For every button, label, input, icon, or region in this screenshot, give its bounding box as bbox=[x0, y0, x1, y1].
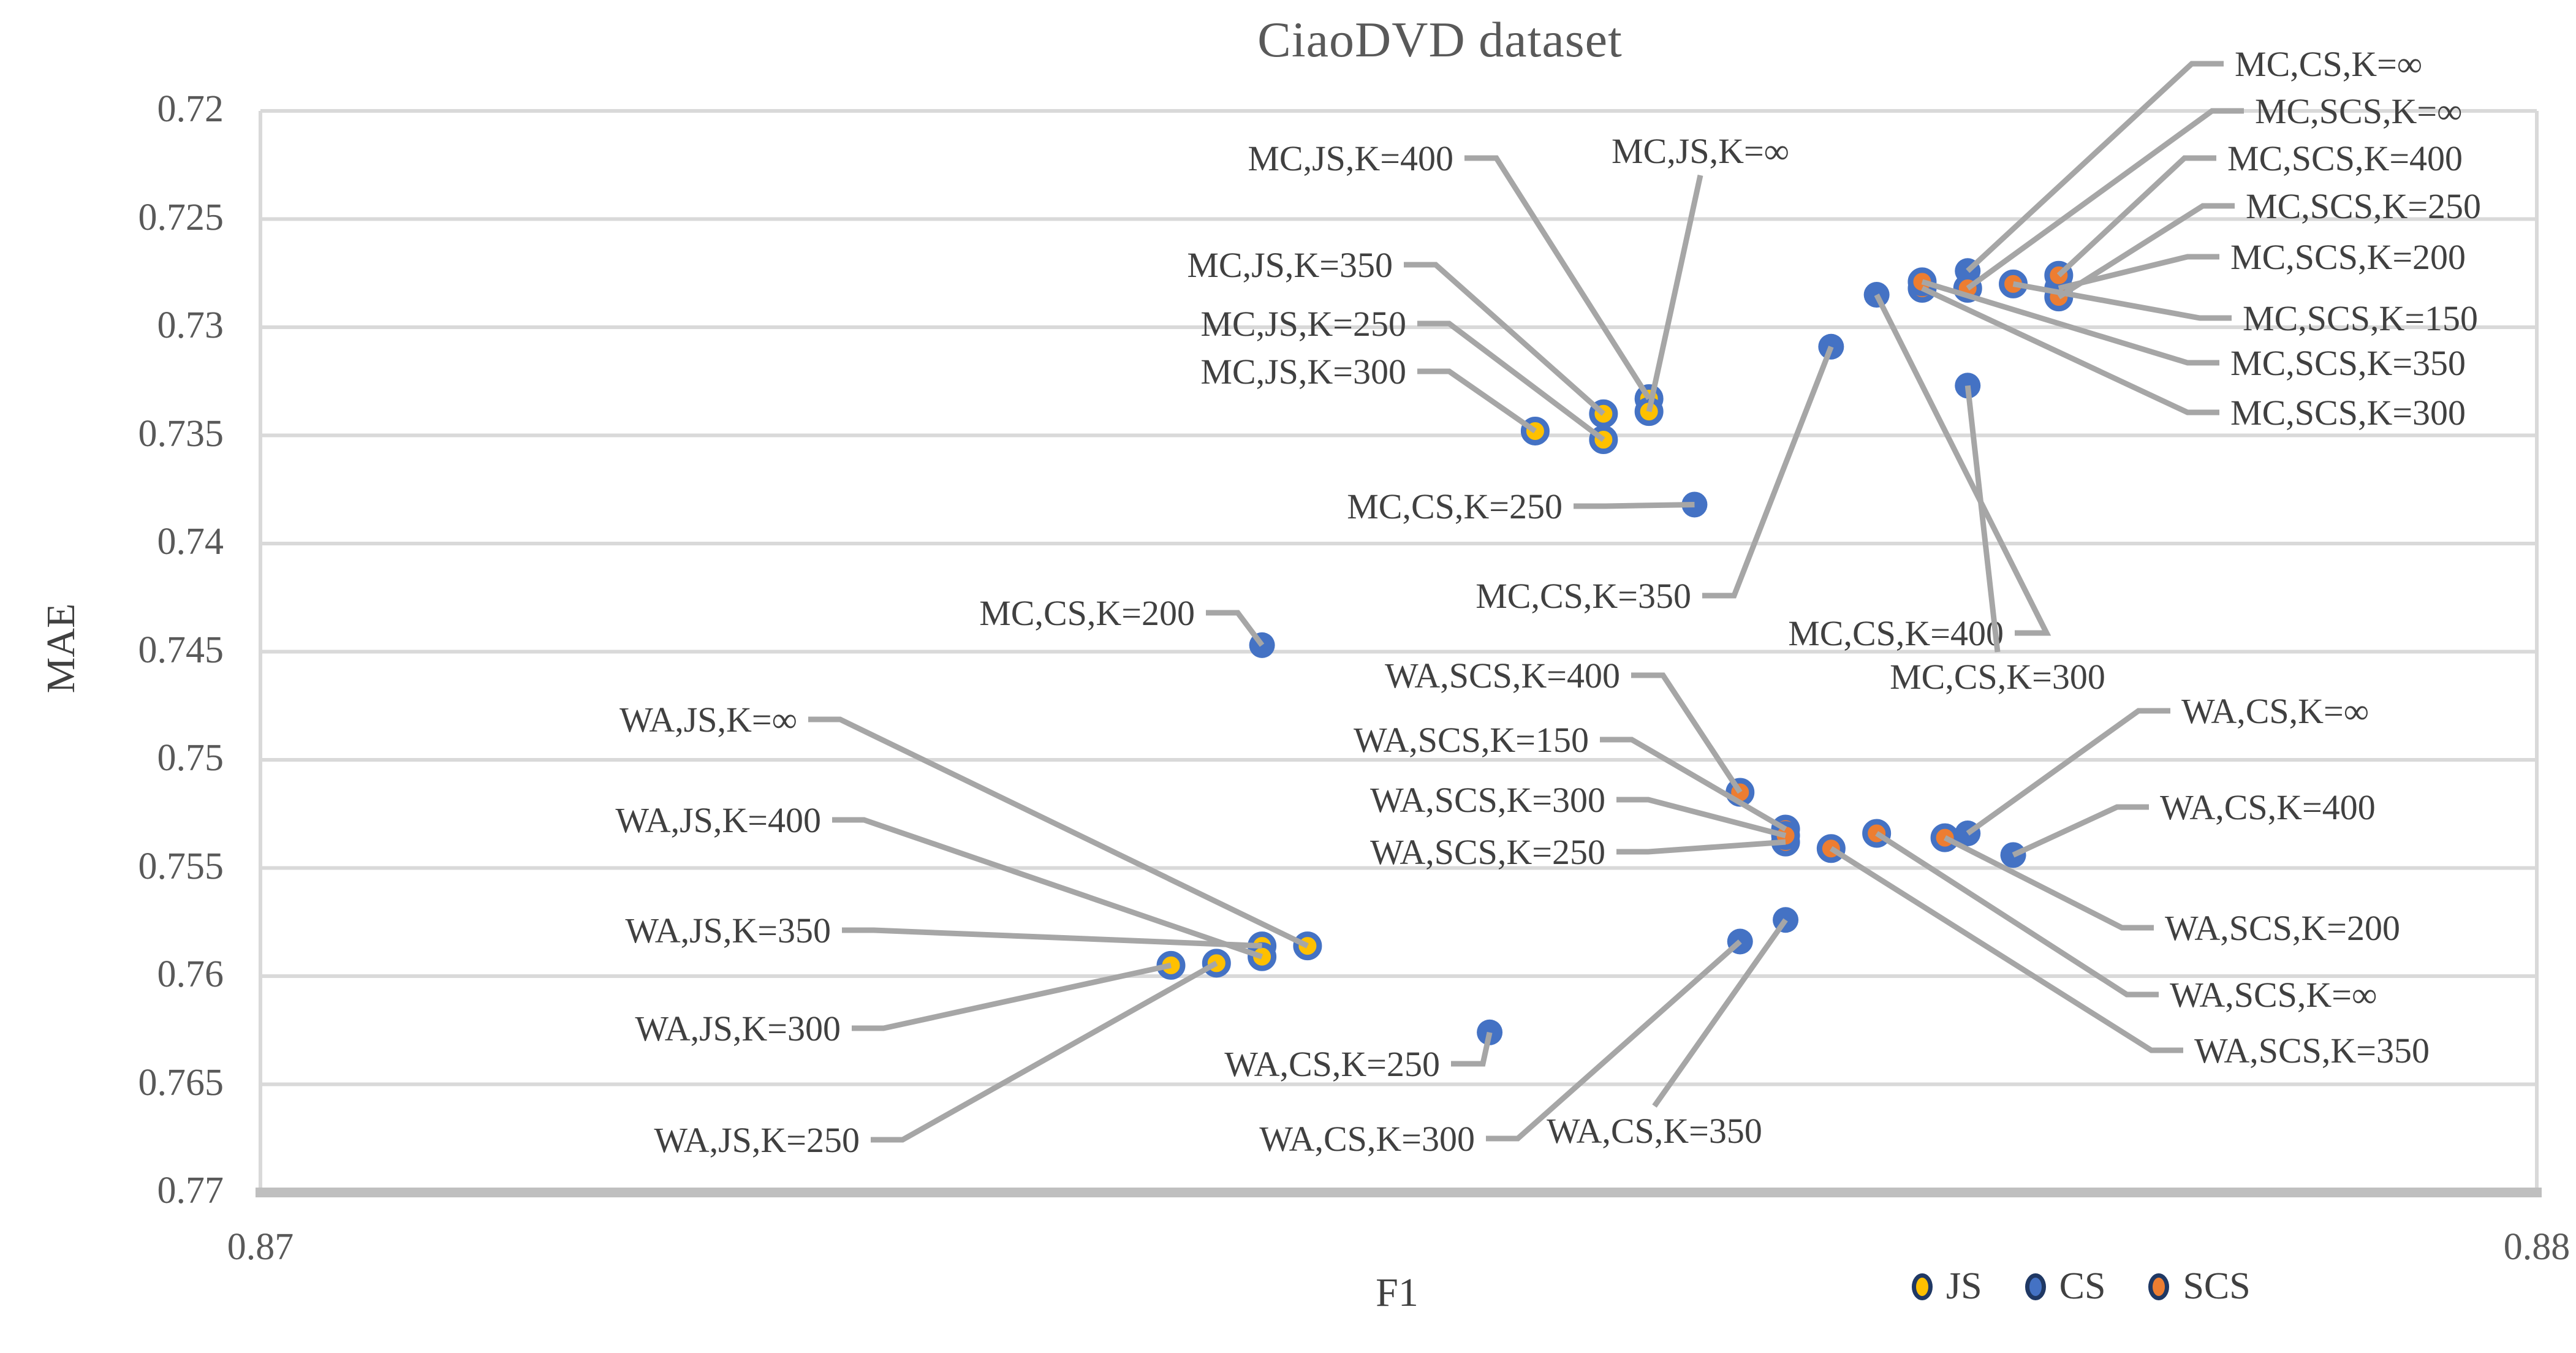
annotation-MC-SCS-400: MC,SCS,K=400 bbox=[2227, 138, 2463, 178]
y-tick-0.755: 0.755 bbox=[138, 845, 224, 887]
legend-marker-SCS-icon bbox=[2148, 1273, 2170, 1300]
leader-WA-JS-400 bbox=[832, 817, 1263, 960]
annotation-MC-SCS-inf: MC,SCS,K=∞ bbox=[2255, 91, 2462, 131]
leader-MC-CS-300 bbox=[1964, 385, 2001, 653]
leader-MC-JS-400 bbox=[1464, 155, 1651, 400]
legend-label-CS: CS bbox=[2059, 1265, 2106, 1307]
annotation-WA-SCS-200: WA,SCS,K=200 bbox=[2165, 908, 2400, 948]
legend-label-SCS: SCS bbox=[2183, 1265, 2251, 1307]
leader-MC-SCS-200 bbox=[2058, 254, 2219, 291]
leader-WA-CS-350 bbox=[1652, 918, 1788, 1108]
leader-WA-SCS-200 bbox=[1944, 835, 2154, 931]
leader-MC-CS-200 bbox=[1206, 610, 1265, 647]
annotation-WA-SCS-300: WA,SCS,K=300 bbox=[1370, 780, 1605, 820]
annotation-WA-SCS-inf: WA,SCS,K=∞ bbox=[2170, 975, 2377, 1015]
leader-WA-JS-350 bbox=[842, 927, 1262, 949]
leader-MC-SCS-inf bbox=[1966, 108, 2244, 291]
leader-MC-SCS-400 bbox=[2056, 155, 2216, 278]
annotation-WA-CS-350: WA,CS,K=350 bbox=[1547, 1111, 1762, 1151]
y-tick-0.745: 0.745 bbox=[138, 629, 224, 671]
annotation-MC-CS-300: MC,CS,K=300 bbox=[1890, 657, 2105, 697]
annotation-WA-SCS-150: WA,SCS,K=150 bbox=[1354, 720, 1589, 760]
legend-item-JS: JS bbox=[1912, 1265, 1982, 1308]
leader-WA-CS-250 bbox=[1451, 1031, 1493, 1067]
y-tick-0.75: 0.75 bbox=[157, 737, 224, 779]
leader-MC-SCS-300 bbox=[1921, 286, 2219, 415]
y-tick-0.72: 0.72 bbox=[157, 88, 224, 130]
y-tick-0.73: 0.73 bbox=[157, 305, 224, 346]
leader-MC-CS-inf bbox=[1966, 61, 2224, 273]
y-tick-0.725: 0.725 bbox=[138, 196, 224, 238]
annotation-WA-JS-400: WA,JS,K=400 bbox=[615, 800, 821, 840]
y-tick-0.74: 0.74 bbox=[157, 521, 224, 563]
leader-MC-JS-inf bbox=[1646, 175, 1703, 412]
leader-MC-JS-300 bbox=[1417, 368, 1537, 434]
leader-MC-CS-350 bbox=[1702, 346, 1834, 599]
annotation-WA-JS-inf: WA,JS,K=∞ bbox=[619, 700, 797, 740]
annotation-WA-SCS-400: WA,SCS,K=400 bbox=[1385, 656, 1620, 695]
annotation-MC-JS-300: MC,JS,K=300 bbox=[1200, 352, 1406, 392]
leader-WA-SCS-inf bbox=[1875, 831, 2159, 998]
leader-MC-SCS-250 bbox=[2057, 203, 2235, 300]
annotation-WA-CS-inf: WA,CS,K=∞ bbox=[2181, 691, 2369, 731]
legend-marker-CS-icon bbox=[2025, 1273, 2046, 1300]
chart-title: CiaoDVD dataset bbox=[1257, 12, 1623, 67]
leader-MC-JS-250 bbox=[1417, 320, 1605, 442]
y-tick-0.77: 0.77 bbox=[157, 1170, 224, 1211]
annotation-MC-CS-350: MC,CS,K=350 bbox=[1476, 576, 1691, 616]
annotation-MC-SCS-200: MC,SCS,K=200 bbox=[2230, 237, 2466, 277]
leader-WA-CS-300 bbox=[1486, 939, 1742, 1142]
annotation-MC-CS-400: MC,CS,K=400 bbox=[1788, 613, 2004, 653]
annotation-MC-CS-200: MC,CS,K=200 bbox=[979, 593, 1195, 633]
leader-MC-SCS-150 bbox=[2012, 281, 2232, 321]
leader-WA-SCS-400 bbox=[1631, 672, 1743, 794]
annotation-MC-SCS-350: MC,SCS,K=350 bbox=[2230, 343, 2466, 383]
annotation-MC-SCS-250: MC,SCS,K=250 bbox=[2246, 186, 2481, 226]
leader-WA-CS-400 bbox=[2012, 804, 2149, 858]
annotation-MC-JS-350: MC,JS,K=350 bbox=[1187, 245, 1393, 285]
y-tick-0.735: 0.735 bbox=[138, 412, 224, 455]
leader-WA-CS-inf bbox=[1966, 708, 2170, 836]
annotation-MC-CS-250: MC,CS,K=250 bbox=[1347, 487, 1563, 526]
leader-WA-JS-inf bbox=[808, 716, 1309, 949]
annotation-WA-SCS-250: WA,SCS,K=250 bbox=[1370, 832, 1605, 872]
annotation-MC-JS-inf: MC,JS,K=∞ bbox=[1612, 131, 1789, 171]
leader-MC-JS-350 bbox=[1404, 262, 1605, 416]
leader-WA-SCS-250 bbox=[1616, 839, 1786, 855]
annotation-WA-CS-250: WA,CS,K=250 bbox=[1224, 1044, 1440, 1084]
leader-MC-CS-400 bbox=[1874, 294, 2051, 636]
legend-item-CS: CS bbox=[2025, 1265, 2106, 1308]
annotation-MC-JS-400: MC,JS,K=400 bbox=[1248, 138, 1453, 178]
legend-marker-JS-icon bbox=[1912, 1273, 1933, 1300]
annotation-WA-CS-400: WA,CS,K=400 bbox=[2160, 787, 2376, 827]
x-tick-0.87: 0.87 bbox=[227, 1226, 294, 1268]
x-tick-0.88: 0.88 bbox=[2503, 1226, 2570, 1268]
annotation-MC-CS-inf: MC,CS,K=∞ bbox=[2235, 44, 2422, 84]
annotation-WA-JS-300: WA,JS,K=300 bbox=[635, 1009, 841, 1048]
y-tick-0.76: 0.76 bbox=[157, 953, 224, 995]
leader-WA-JS-300 bbox=[852, 962, 1172, 1031]
annotation-MC-SCS-150: MC,SCS,K=150 bbox=[2243, 298, 2478, 338]
annotation-MC-SCS-300: MC,SCS,K=300 bbox=[2230, 393, 2466, 433]
legend: JS CS SCS bbox=[1912, 1265, 2251, 1308]
leader-MC-CS-250 bbox=[1574, 501, 1695, 509]
x-axis-title: F1 bbox=[1376, 1270, 1419, 1315]
y-tick-0.765: 0.765 bbox=[138, 1061, 224, 1104]
annotation-WA-CS-300: WA,CS,K=300 bbox=[1259, 1119, 1475, 1159]
annotation-WA-SCS-350: WA,SCS,K=350 bbox=[2194, 1031, 2430, 1071]
annotation-MC-JS-250: MC,JS,K=250 bbox=[1200, 304, 1406, 344]
leader-WA-SCS-150 bbox=[1600, 737, 1787, 832]
leader-WA-SCS-300 bbox=[1616, 797, 1787, 838]
leader-MC-SCS-350 bbox=[1921, 279, 2219, 366]
legend-item-SCS: SCS bbox=[2148, 1265, 2251, 1308]
legend-label-JS: JS bbox=[1946, 1265, 1982, 1307]
annotation-WA-JS-350: WA,JS,K=350 bbox=[625, 911, 831, 950]
annotation-WA-JS-250: WA,JS,K=250 bbox=[654, 1120, 860, 1160]
leader-WA-SCS-350 bbox=[1829, 846, 2183, 1053]
leader-WA-JS-250 bbox=[871, 960, 1218, 1143]
